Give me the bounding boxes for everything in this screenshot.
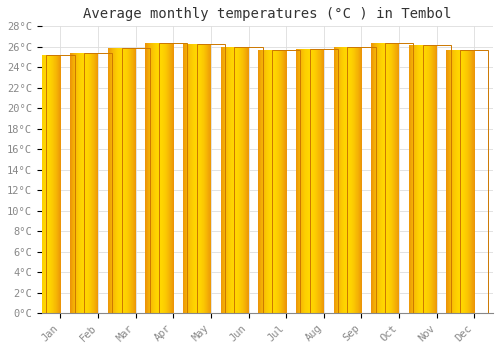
Bar	[46, 55, 74, 313]
Bar	[348, 47, 376, 313]
Bar	[159, 43, 188, 313]
Bar	[385, 43, 413, 313]
Bar	[272, 50, 300, 313]
Title: Average monthly temperatures (°C ) in Tembol: Average monthly temperatures (°C ) in Te…	[83, 7, 452, 21]
Bar	[310, 49, 338, 313]
Bar	[84, 53, 112, 313]
Bar	[460, 50, 488, 313]
Bar	[422, 45, 450, 313]
Bar	[122, 48, 150, 313]
Bar	[234, 47, 262, 313]
Bar	[197, 44, 225, 313]
